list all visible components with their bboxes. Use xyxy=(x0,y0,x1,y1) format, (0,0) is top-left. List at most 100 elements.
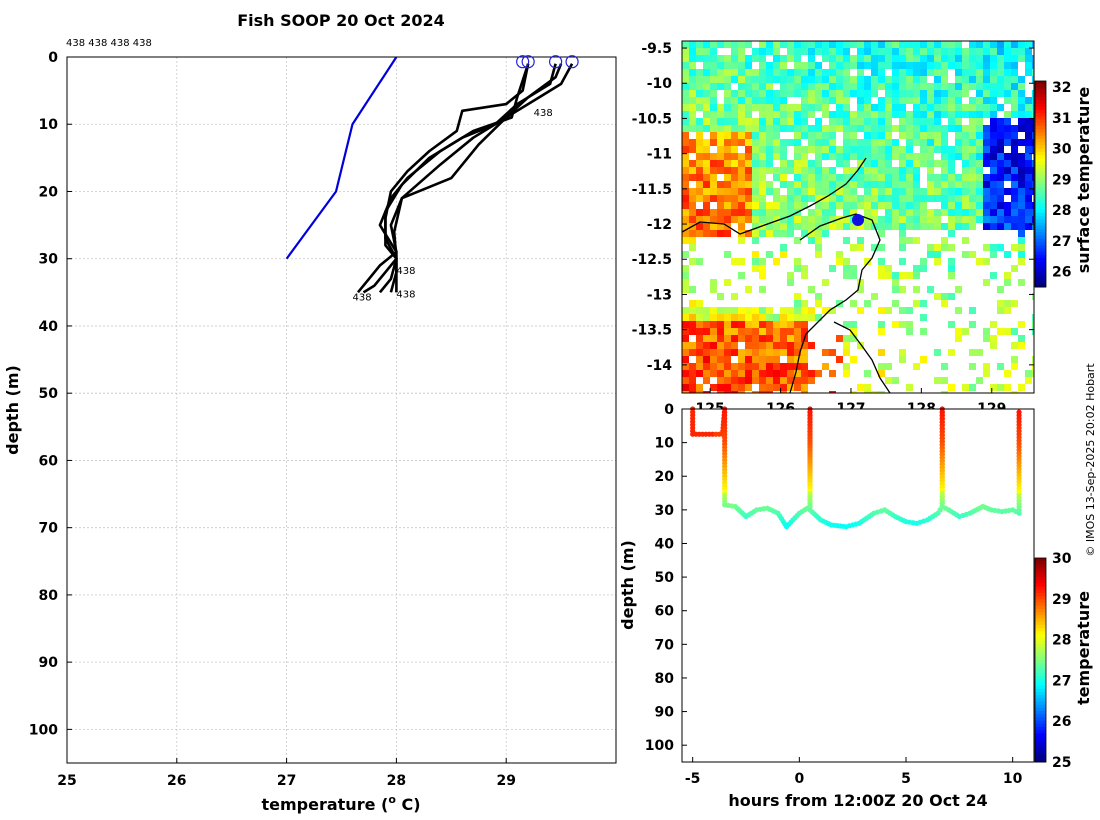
sst-cell xyxy=(710,279,717,286)
sst-cell xyxy=(731,97,738,104)
sst-cell xyxy=(773,62,780,69)
sst-cell xyxy=(808,90,815,97)
sst-colorbar-label: surface temperature xyxy=(1074,87,1093,274)
sst-cell xyxy=(703,48,710,55)
sst-cell xyxy=(724,83,731,90)
sst-cell xyxy=(787,349,794,356)
sst-cell xyxy=(759,160,766,167)
sst-cell xyxy=(682,132,689,139)
sst-cell xyxy=(717,321,724,328)
sst-cell xyxy=(689,321,696,328)
sst-cell xyxy=(724,76,731,83)
sst-cell xyxy=(920,97,927,104)
sst-cell xyxy=(1032,62,1034,69)
sst-cell xyxy=(794,342,801,349)
sst-cell xyxy=(878,223,885,230)
sst-cell xyxy=(955,216,962,223)
chart-title: Fish SOOP 20 Oct 2024 xyxy=(237,11,445,30)
sst-cell xyxy=(864,195,871,202)
sst-cell xyxy=(738,97,745,104)
sst-cell xyxy=(829,139,836,146)
sst-cell xyxy=(1018,244,1025,251)
sst-cell xyxy=(787,370,794,377)
sst-cell xyxy=(801,216,808,223)
colorbar-segment xyxy=(1035,235,1046,240)
sst-cell xyxy=(913,237,920,244)
sst-cell xyxy=(906,181,913,188)
sst-cell xyxy=(759,258,766,265)
sst-cell xyxy=(906,209,913,216)
section-x-tick-label: -5 xyxy=(685,771,701,787)
sst-cell xyxy=(885,104,892,111)
sst-cell xyxy=(864,118,871,125)
sst-cell xyxy=(731,48,738,55)
sst-cell xyxy=(752,230,759,237)
sst-cell xyxy=(920,146,927,153)
sst-cell xyxy=(745,160,752,167)
sst-cell xyxy=(906,111,913,118)
sst-cell xyxy=(766,125,773,132)
sst-cell xyxy=(1032,356,1034,363)
sst-cell xyxy=(899,286,906,293)
sst-cell xyxy=(969,321,976,328)
sst-cell xyxy=(1004,118,1011,125)
sst-cell xyxy=(822,48,829,55)
sst-cell xyxy=(920,160,927,167)
sst-cell xyxy=(710,363,717,370)
sst-cell xyxy=(829,55,836,62)
sst-cell xyxy=(787,167,794,174)
colorbar-segment xyxy=(1035,180,1046,185)
sst-cell xyxy=(703,160,710,167)
sst-cell xyxy=(1018,230,1025,237)
sst-cell xyxy=(703,55,710,62)
sst-cell xyxy=(731,55,738,62)
sst-cell xyxy=(731,314,738,321)
sst-cell xyxy=(780,181,787,188)
sst-cell xyxy=(990,41,997,48)
colorbar-segment xyxy=(1035,174,1046,179)
sst-cell xyxy=(857,237,864,244)
sst-cell xyxy=(969,139,976,146)
sst-cell xyxy=(843,76,850,83)
sst-cell xyxy=(1011,265,1018,272)
sst-cell xyxy=(1018,125,1025,132)
sst-cell xyxy=(731,111,738,118)
sst-cell xyxy=(738,174,745,181)
sst-cell xyxy=(829,195,836,202)
sst-cell xyxy=(878,272,885,279)
sst-cell xyxy=(885,160,892,167)
sst-cell xyxy=(913,300,920,307)
sst-cell xyxy=(710,370,717,377)
sst-cell xyxy=(801,83,808,90)
sst-cell xyxy=(752,153,759,160)
map-y-tick-label: -10.5 xyxy=(632,111,672,127)
sst-cell xyxy=(941,363,948,370)
sst-cell xyxy=(794,146,801,153)
sst-cell xyxy=(724,230,731,237)
sst-cell xyxy=(682,83,689,90)
sst-cell xyxy=(899,174,906,181)
sst-cell xyxy=(983,146,990,153)
sst-cell xyxy=(913,41,920,48)
sst-cell xyxy=(1018,384,1025,391)
sst-cell xyxy=(885,377,892,384)
colorbar-tick-label: 31 xyxy=(1052,111,1071,127)
sst-cell xyxy=(962,125,969,132)
sst-cell xyxy=(864,62,871,69)
sst-cell xyxy=(738,132,745,139)
colorbar-segment xyxy=(1035,90,1046,95)
sst-cell xyxy=(829,76,836,83)
sst-cell xyxy=(682,279,689,286)
sst-cell xyxy=(1025,111,1032,118)
sst-cell xyxy=(1011,62,1018,69)
sst-cell xyxy=(892,272,899,279)
sst-cell xyxy=(843,146,850,153)
sst-cell xyxy=(696,349,703,356)
colorbar-segment xyxy=(1035,666,1046,671)
sst-cell xyxy=(745,118,752,125)
sst-cell xyxy=(997,244,1004,251)
sst-cell xyxy=(843,223,850,230)
sst-cell xyxy=(808,69,815,76)
sst-cell xyxy=(857,244,864,251)
sst-cell xyxy=(962,167,969,174)
